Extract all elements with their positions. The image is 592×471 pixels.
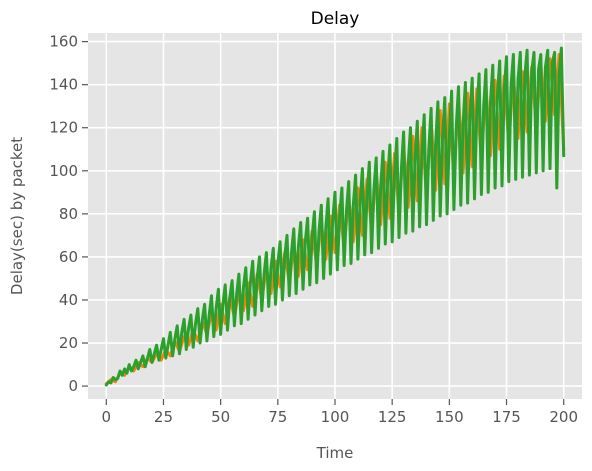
y-tick-label: 60 (59, 248, 78, 266)
x-tick-label: 200 (549, 408, 578, 426)
x-tick-label: 175 (492, 408, 521, 426)
y-tick-label: 140 (49, 76, 78, 94)
series-lines (104, 46, 566, 387)
y-tick-label: 80 (59, 205, 78, 223)
y-tick-label: 0 (68, 377, 78, 395)
y-tick-label: 20 (59, 334, 78, 352)
y-axis-label: Delay(sec) by packet (8, 137, 26, 295)
x-tick-label: 125 (378, 408, 407, 426)
x-tick-label: 150 (435, 408, 464, 426)
x-tick-label: 25 (154, 408, 173, 426)
y-tick-label: 100 (49, 162, 78, 180)
x-tick-label: 0 (102, 408, 112, 426)
y-tick-label: 40 (59, 291, 78, 309)
tick-labels: 0 25 50 75 100 125 150 175 200 0 20 40 60 80 100 120 140… (49, 33, 578, 426)
x-tick-label: 100 (321, 408, 350, 426)
y-tick-label: 160 (49, 33, 78, 51)
series-line-1 (104, 46, 566, 387)
x-tick-label: 75 (268, 408, 287, 426)
x-tick-label: 50 (211, 408, 230, 426)
chart-title: Delay (311, 9, 360, 29)
y-tick-label: 120 (49, 119, 78, 137)
x-axis-label: Time (316, 444, 354, 462)
